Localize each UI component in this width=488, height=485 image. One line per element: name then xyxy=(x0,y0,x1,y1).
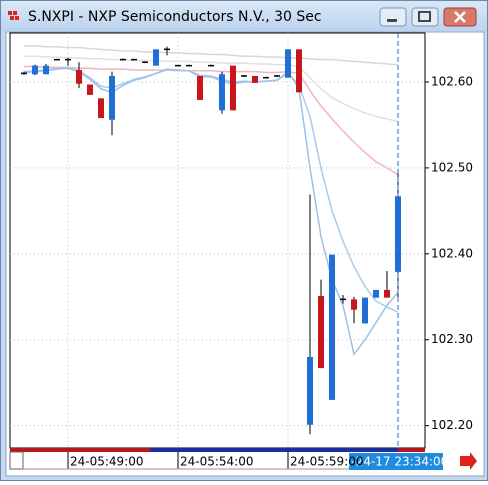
candle-body xyxy=(318,295,324,369)
candle-body xyxy=(219,74,225,111)
overlay-line xyxy=(24,65,399,176)
candle-body xyxy=(43,65,49,75)
x-tick-label: 24-05:54:00 xyxy=(180,455,254,469)
scroll-thumb[interactable] xyxy=(150,448,398,452)
candle-body xyxy=(384,289,390,298)
overlay-line xyxy=(24,55,399,123)
y-tick-label: 102.30 xyxy=(431,332,473,346)
candle-body xyxy=(362,297,368,324)
overlay-line xyxy=(23,67,399,357)
cursor-label-box xyxy=(349,453,443,470)
candle-body xyxy=(285,49,291,78)
candle-body xyxy=(197,75,203,101)
window-title: S.NXPI - NXP Semiconductors N.V., 30 Sec xyxy=(28,9,322,25)
y-tick-label: 102.40 xyxy=(431,246,473,260)
candle-body xyxy=(373,289,379,298)
scroll-right-arrow[interactable] xyxy=(460,452,477,470)
candle-body xyxy=(296,49,302,93)
candle-body xyxy=(329,254,335,400)
app-icon xyxy=(8,11,19,20)
plot-area xyxy=(9,32,426,449)
maximize-button[interactable] xyxy=(411,7,439,27)
overlay-line xyxy=(24,45,399,66)
grid xyxy=(10,33,429,469)
close-button[interactable] xyxy=(443,7,477,27)
x-tick-label: 24-05:49:00 xyxy=(70,455,144,469)
scroll-handle[interactable] xyxy=(9,451,24,470)
overlays xyxy=(23,45,399,357)
candle-body xyxy=(109,75,115,120)
candle-body xyxy=(230,65,236,111)
x-tick-label: 24-05:59:00 xyxy=(290,455,364,469)
candle-body xyxy=(351,299,357,310)
candle-body xyxy=(87,84,93,95)
y-tick-label: 102.50 xyxy=(431,160,473,174)
y-tick-label: 102.60 xyxy=(431,74,473,88)
cursor-label: 2-24-17 23:34:00 xyxy=(344,455,449,469)
candle-body xyxy=(153,49,159,66)
candle-body xyxy=(76,69,82,84)
candle-body xyxy=(32,65,38,75)
candle-body xyxy=(307,356,313,425)
overlay-line xyxy=(23,66,399,313)
minimize-button[interactable] xyxy=(379,7,407,27)
y-tick-label: 102.20 xyxy=(431,418,473,432)
candle-body xyxy=(252,75,258,83)
candle-body xyxy=(98,98,104,119)
